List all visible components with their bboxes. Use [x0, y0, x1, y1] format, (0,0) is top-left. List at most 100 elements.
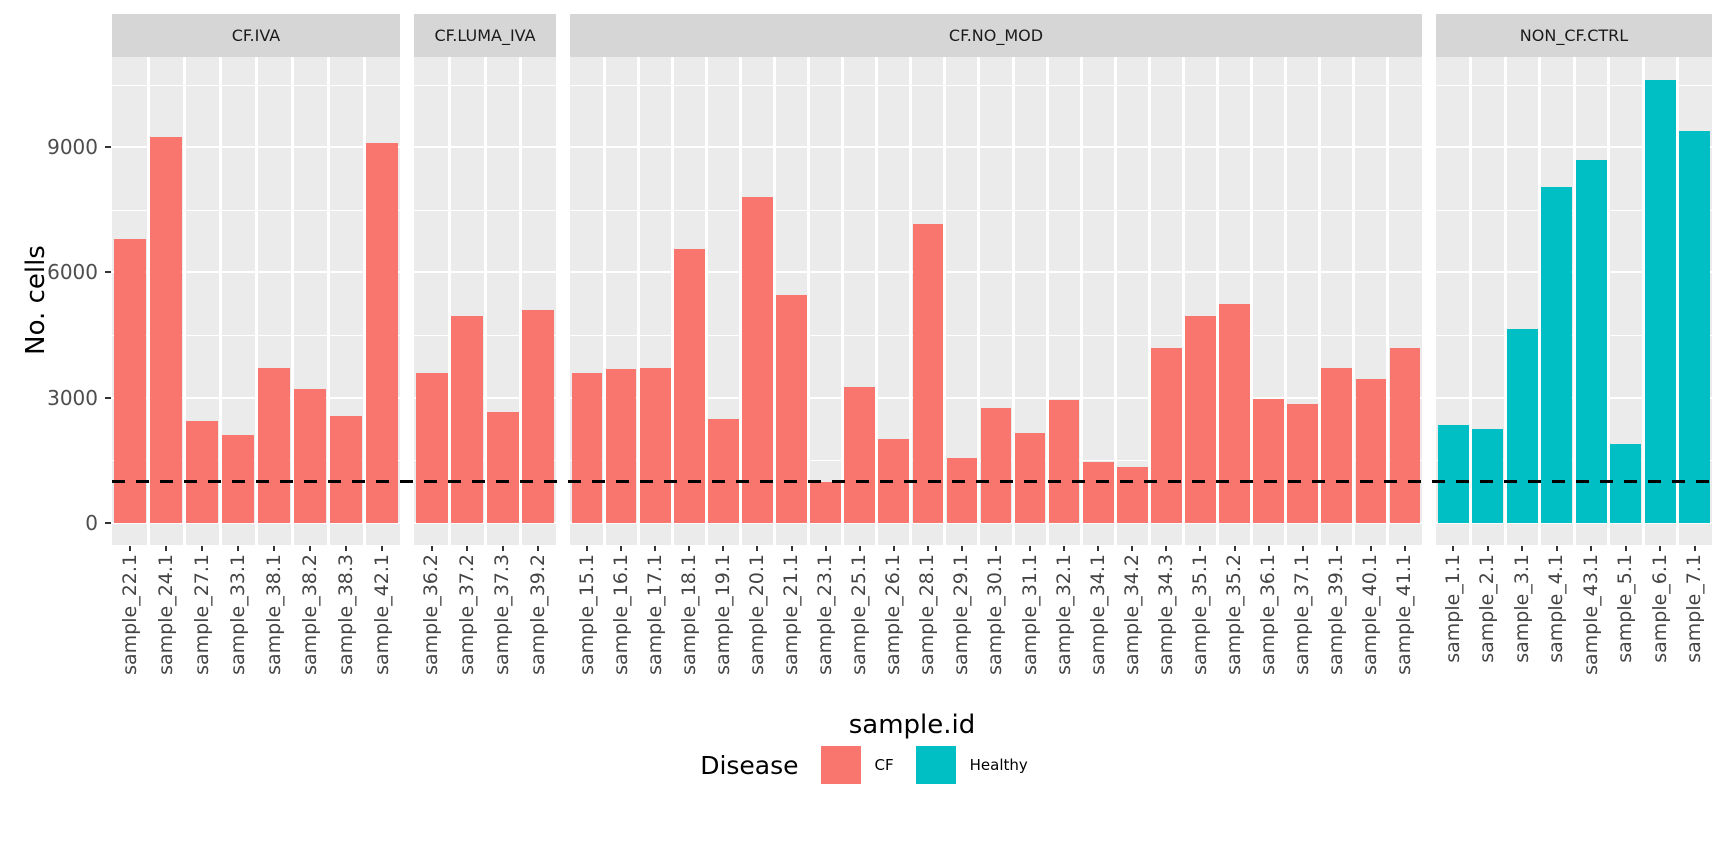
vertical-gridline [146, 57, 150, 545]
x-tick [1693, 546, 1696, 551]
bar-sample-7-1 [1679, 130, 1711, 523]
x-tick [165, 546, 167, 551]
legend-swatch-healthy [915, 746, 956, 784]
vertical-gridline [1641, 57, 1645, 545]
x-tick [1452, 546, 1455, 551]
bar-sample-3-1 [1506, 328, 1538, 523]
x-tick-label: sample_43.1 [1579, 554, 1602, 675]
legend-swatch-cf [820, 746, 861, 784]
x-label-cell: sample_38.1 [256, 554, 292, 706]
vertical-gridline [483, 57, 487, 545]
x-tick [129, 546, 131, 551]
x-tick-label: sample_37.1 [1291, 554, 1314, 675]
x-label-cell: sample_34.2 [1115, 554, 1149, 706]
vertical-gridline [1607, 57, 1610, 545]
x-tick-label: sample_41.1 [1393, 554, 1416, 675]
x-tick-label: sample_27.1 [190, 554, 213, 675]
x-tick-label: sample_38.3 [334, 554, 357, 675]
x-tick [1521, 546, 1524, 551]
vertical-gridline [254, 57, 258, 545]
x-tick [309, 546, 311, 551]
facet-cf-iva: CF.IVA sample_22.1 sample_24.1 sample_27.1 s… [112, 14, 400, 706]
bar-sample-18-1 [673, 249, 705, 523]
x-label-cell: sample_36.2 [414, 554, 450, 706]
x-tick [688, 546, 691, 551]
x-tick-label: sample_34.3 [1154, 554, 1177, 675]
bar-sample-31-1 [1014, 433, 1046, 523]
vertical-gridline [602, 57, 606, 545]
bar-sample-25-1 [844, 387, 876, 523]
major-gridline [570, 396, 1422, 399]
bar-sample-28-1 [912, 224, 944, 523]
y-tick-mark [105, 271, 111, 274]
facet-non-cf-ctrl: NON_CF.CTRL sample_1.1 sample_2.1 sample_3.… [1436, 14, 1712, 706]
vertical-gridline [772, 57, 776, 545]
x-tick-label: sample_38.1 [262, 554, 285, 675]
x-tick-label: sample_42.1 [370, 554, 393, 675]
vertical-gridline [1284, 57, 1288, 545]
x-tick [995, 546, 997, 551]
facet-strip-cf-iva: CF.IVA [112, 14, 400, 57]
vertical-gridline [738, 57, 742, 545]
x-label-cell: sample_2.1 [1471, 554, 1506, 706]
x-tick-label: sample_1.1 [1441, 554, 1464, 663]
facet-panel-cf-iva [112, 57, 400, 545]
x-tick [1301, 546, 1304, 551]
vertical-gridline [1216, 57, 1220, 545]
bar-sample-40-1 [1355, 378, 1387, 523]
bar-sample-41-1 [1389, 347, 1421, 523]
x-tick-label: sample_33.1 [226, 554, 249, 675]
bar-sample-15-1 [571, 372, 603, 523]
x-tick-labels: sample_1.1 sample_2.1 sample_3.1 sample_4.1… [1436, 554, 1712, 706]
y-tick-label: 3000 [47, 385, 98, 410]
bar-sample-34-3 [1151, 347, 1182, 523]
x-tick [1233, 546, 1236, 551]
bar-sample-1-1 [1437, 424, 1469, 523]
bar-sample-21-1 [776, 295, 807, 523]
x-label-cell: sample_24.1 [148, 554, 184, 706]
bar-sample-5-1 [1610, 443, 1642, 523]
y-tick-label: 0 [85, 510, 98, 535]
y-tick-label: 9000 [47, 135, 98, 160]
x-label-cell: sample_4.1 [1540, 554, 1575, 706]
x-ticks [1436, 545, 1712, 552]
x-tick [1267, 546, 1270, 551]
x-label-cell: sample_3.1 [1505, 554, 1540, 706]
bar-sample-17-1 [639, 367, 671, 523]
x-tick-label: sample_17.1 [643, 554, 666, 675]
x-tick [1555, 546, 1558, 551]
minor-gridline [570, 209, 1422, 211]
x-tick [381, 546, 383, 551]
x-tick [1165, 546, 1168, 551]
x-label-cell: sample_32.1 [1047, 554, 1081, 706]
x-label-cell: sample_34.1 [1081, 554, 1115, 706]
x-label-cell: sample_27.1 [184, 554, 220, 706]
facet-panel-cf-no-mod [570, 57, 1422, 545]
vertical-gridline [1113, 57, 1117, 545]
x-label-cell: sample_42.1 [364, 554, 400, 706]
vertical-gridline [182, 57, 186, 545]
x-label-cell: sample_30.1 [979, 554, 1013, 706]
x-tick-label: sample_35.2 [1223, 554, 1246, 675]
x-tick [1063, 546, 1066, 551]
facet-cf-no-mod: CF.NO_MOD sample_15.1 sample_16.1 sample_17… [570, 14, 1422, 706]
x-tick [1029, 546, 1032, 551]
x-tick-label: sample_20.1 [745, 554, 768, 675]
facet-strip-cf-no-mod: CF.NO_MOD [570, 14, 1422, 57]
y-tick-label: 6000 [47, 260, 98, 285]
x-label-cell: sample_36.1 [1252, 554, 1286, 706]
x-label-cell: sample_22.1 [112, 554, 148, 706]
bar-sample-37-1 [1287, 403, 1319, 523]
bar-sample-33-1 [221, 435, 255, 523]
x-label-cell: sample_1.1 [1436, 554, 1471, 706]
x-tick [1199, 546, 1202, 551]
x-label-cell: sample_29.1 [945, 554, 979, 706]
vertical-gridline [448, 57, 451, 545]
bar-sample-34-1 [1082, 462, 1114, 523]
x-ticks [570, 545, 1422, 552]
vertical-gridline [519, 57, 522, 545]
x-label-cell: sample_19.1 [706, 554, 740, 706]
x-tick [466, 546, 469, 551]
vertical-gridline [1676, 57, 1679, 545]
vertical-gridline [1572, 57, 1576, 545]
